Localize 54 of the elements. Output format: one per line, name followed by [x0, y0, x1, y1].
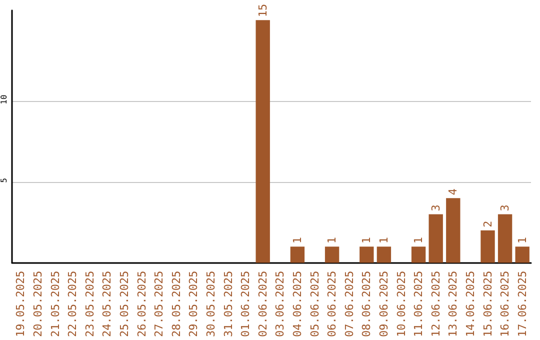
data-label: 1	[377, 236, 390, 244]
data-label: 1	[326, 236, 339, 244]
x-tick-label: 20.05.2025	[31, 270, 44, 338]
x-tick-label: 01.06.2025	[239, 270, 252, 338]
bar	[498, 214, 512, 263]
data-label: 3	[498, 204, 512, 212]
x-tick-label: 28.05.2025	[170, 270, 183, 338]
data-label: 4	[446, 188, 460, 196]
y-tick-label: 5	[0, 178, 8, 183]
bar	[428, 214, 443, 263]
x-tick-label: 04.06.2025	[290, 270, 304, 338]
x-tick-label: 09.06.2025	[377, 270, 390, 338]
bar	[446, 198, 460, 263]
bar	[411, 246, 426, 263]
x-tick-label: 31.05.2025	[222, 270, 235, 338]
x-tick-label: 15.06.2025	[481, 270, 494, 338]
bar	[480, 230, 495, 263]
x-tick-label: 11.06.2025	[412, 270, 426, 338]
data-label: 1	[360, 236, 374, 244]
x-tick-label: 23.05.2025	[83, 270, 96, 338]
x-tick-label: 05.06.2025	[308, 270, 322, 338]
x-tick-label: 19.05.2025	[14, 270, 28, 338]
data-label: 2	[481, 220, 494, 228]
x-tick-label: 14.06.2025	[464, 270, 477, 338]
x-tick-label: 30.05.2025	[204, 270, 218, 338]
x-tick-label: 27.05.2025	[152, 270, 166, 338]
x-tick-label: 06.06.2025	[326, 270, 339, 338]
bar	[256, 20, 270, 263]
x-tick-label: 24.05.2025	[100, 270, 114, 338]
x-tick-label: 22.05.2025	[66, 270, 80, 338]
data-label: 3	[429, 204, 442, 212]
x-tick-label: 21.05.2025	[48, 270, 62, 338]
bar	[324, 246, 340, 263]
x-tick-label: 08.06.2025	[360, 270, 374, 338]
x-tick-label: 03.06.2025	[274, 270, 287, 338]
x-tick-label: 25.05.2025	[118, 270, 131, 338]
y-tick-label: 10	[0, 94, 8, 104]
data-label: 1	[412, 236, 426, 244]
data-label: 1	[290, 236, 304, 244]
x-tick-label: 17.06.2025	[516, 270, 529, 338]
x-tick-label: 12.06.2025	[429, 270, 442, 338]
x-tick-label: 29.05.2025	[187, 270, 200, 338]
data-label: 15	[256, 4, 270, 18]
data-label: 1	[516, 236, 529, 244]
bar	[360, 246, 374, 263]
bar	[290, 246, 305, 263]
x-tick-label: 16.06.2025	[498, 270, 512, 338]
x-tick-label: 26.05.2025	[135, 270, 148, 338]
x-tick-label: 07.06.2025	[342, 270, 356, 338]
x-tick-label: 10.06.2025	[394, 270, 408, 338]
x-tick-label: 02.06.2025	[256, 270, 270, 338]
bar	[515, 246, 530, 263]
x-tick-label: 13.06.2025	[446, 270, 460, 338]
bar	[376, 246, 392, 263]
